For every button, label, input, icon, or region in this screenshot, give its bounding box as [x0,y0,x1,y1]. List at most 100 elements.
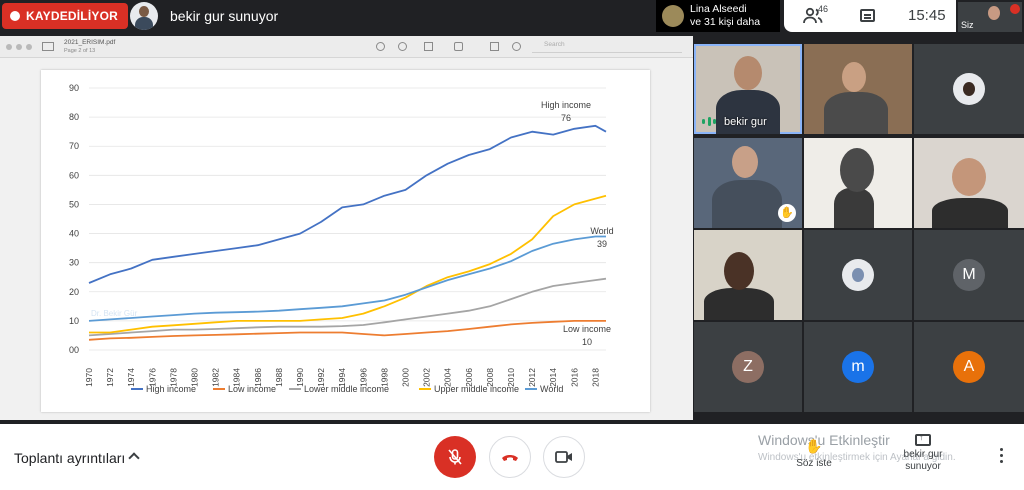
present-label-line1: bekir gur [903,449,943,460]
clock: 15:45 [908,7,946,24]
share-icon[interactable] [424,42,433,51]
participant-body [932,198,1008,228]
camera-icon [555,451,572,463]
annotation-label: High income [541,100,591,110]
participant-tile[interactable]: m [804,322,912,412]
present-now-button[interactable]: bekir gur sunuyor [896,432,950,473]
participant-tile[interactable] [914,138,1024,228]
recording-badge: KAYDEDİLİYOR [2,3,128,29]
top-actions: 46 15:45 [784,0,956,32]
window-close-dot[interactable] [6,44,12,50]
participant-face [732,146,758,178]
x-tick-label: 1996 [358,368,368,387]
participant-face [842,62,866,92]
x-tick-label: 2000 [401,368,411,387]
recording-dot-icon [10,11,20,21]
participant-tile[interactable]: M [914,230,1024,320]
pdf-search[interactable]: Search [532,41,682,53]
participant-body [704,288,774,320]
pdf-search-placeholder: Search [544,41,565,48]
participant-face [724,252,754,290]
mic-off-icon [1010,4,1020,14]
present-label-line2: sunuyor [905,461,941,472]
raised-hand-icon: ✋ [778,204,796,222]
self-label: Siz [961,20,974,30]
y-tick-label: 30 [69,258,79,268]
zoom-out-icon[interactable] [376,42,385,51]
self-view-tile[interactable]: Siz [958,2,1022,32]
windows-activation-subtext: Windows'u etkinleştirmek için Ayarlar'a … [758,452,956,463]
avatar-letter: Z [743,358,753,375]
more-options-icon[interactable] [996,448,1006,466]
chat-icon[interactable] [860,9,875,22]
series-line-lower-middle-income [88,277,607,337]
camera-toggle-button[interactable] [543,436,585,478]
participant-avatar [842,259,874,291]
participant-tile[interactable] [694,230,802,320]
markup-icon[interactable] [454,42,463,51]
shared-screen: 2021_ERISIM.pdf Page 2 of 13 Search Dr. … [0,36,693,420]
x-tick-label: 1998 [379,368,389,387]
y-tick-label: 70 [69,141,79,151]
presenter-avatar [130,2,158,30]
annotation-label: Low income [563,324,611,334]
avatar-letter: m [851,358,865,375]
chevron-up-icon[interactable] [128,452,140,464]
rotate-icon[interactable] [490,42,499,51]
series-line-high-income [88,124,607,284]
people-icon[interactable] [802,7,826,25]
window-minimize-dot[interactable] [16,44,22,50]
hang-up-button[interactable] [489,436,531,478]
legend-entry: Lower middle income [304,384,389,394]
participant-tile[interactable]: bekir gur [694,44,802,134]
legend-entry: Low income [228,384,276,394]
x-tick-label: 1978 [168,368,178,387]
zoom-in-icon[interactable] [398,42,407,51]
participant-body [716,90,780,134]
annotate-icon[interactable] [512,42,521,51]
annotation-value: 76 [561,113,571,123]
sidebar-toggle-icon[interactable] [42,42,54,51]
participant-tile[interactable] [804,138,912,228]
y-tick-label: 80 [69,112,79,122]
legend-entry: Upper middle income [434,384,519,394]
legend-entry: High income [146,384,196,394]
x-tick-label: 2012 [527,368,537,387]
window-zoom-dot[interactable] [26,44,32,50]
hand-icon: ✋ [805,438,823,454]
meeting-details-button[interactable]: Toplantı ayrıntıları [14,450,126,466]
x-tick-label: 2014 [548,368,558,387]
participant-tile[interactable]: ✋ [694,138,802,228]
attendee-avatar [662,5,684,27]
attendees-line1: Lina Alseedi [690,3,747,15]
x-tick-label: 1986 [253,368,263,387]
recording-label: KAYDEDİLİYOR [26,9,118,23]
participant-body [712,180,782,228]
attendees-pill[interactable]: Lina Alseedi ve 31 kişi daha [656,0,780,32]
series-line-low-income [88,319,606,341]
participant-tile[interactable] [804,44,912,134]
x-tick-label: 1976 [147,368,157,387]
x-tick-label: 2008 [485,368,495,387]
pdf-file-name: 2021_ERISIM.pdf [64,39,116,46]
x-tick-label: 2006 [464,368,474,387]
x-tick-label: 1994 [337,368,347,387]
participant-tile[interactable]: Z [694,322,802,412]
annotation-value: 10 [582,337,592,347]
participant-tile[interactable] [804,230,912,320]
x-tick-label: 1990 [295,368,305,387]
participant-avatar: M [953,259,985,291]
x-tick-label: 2018 [590,368,600,387]
annotation-label: World [590,226,613,236]
raise-hand-button[interactable]: ✋ Söz iste [796,438,832,469]
participant-tile[interactable]: A [914,322,1024,412]
x-tick-label: 1970 [84,368,94,387]
bottom-bar: Toplantı ayrıntıları Windows'u Etkinleşt… [0,424,1024,490]
x-tick-label: 1988 [274,368,284,387]
series-line-upper-middle-income [89,194,607,334]
top-bar: KAYDEDİLİYOR bekir gur sunuyor Lina Alse… [0,0,1024,34]
mic-toggle-button[interactable] [434,436,476,478]
x-tick-label: 1980 [190,368,200,387]
participant-tile[interactable] [914,44,1024,134]
x-tick-label: 1982 [211,368,221,387]
